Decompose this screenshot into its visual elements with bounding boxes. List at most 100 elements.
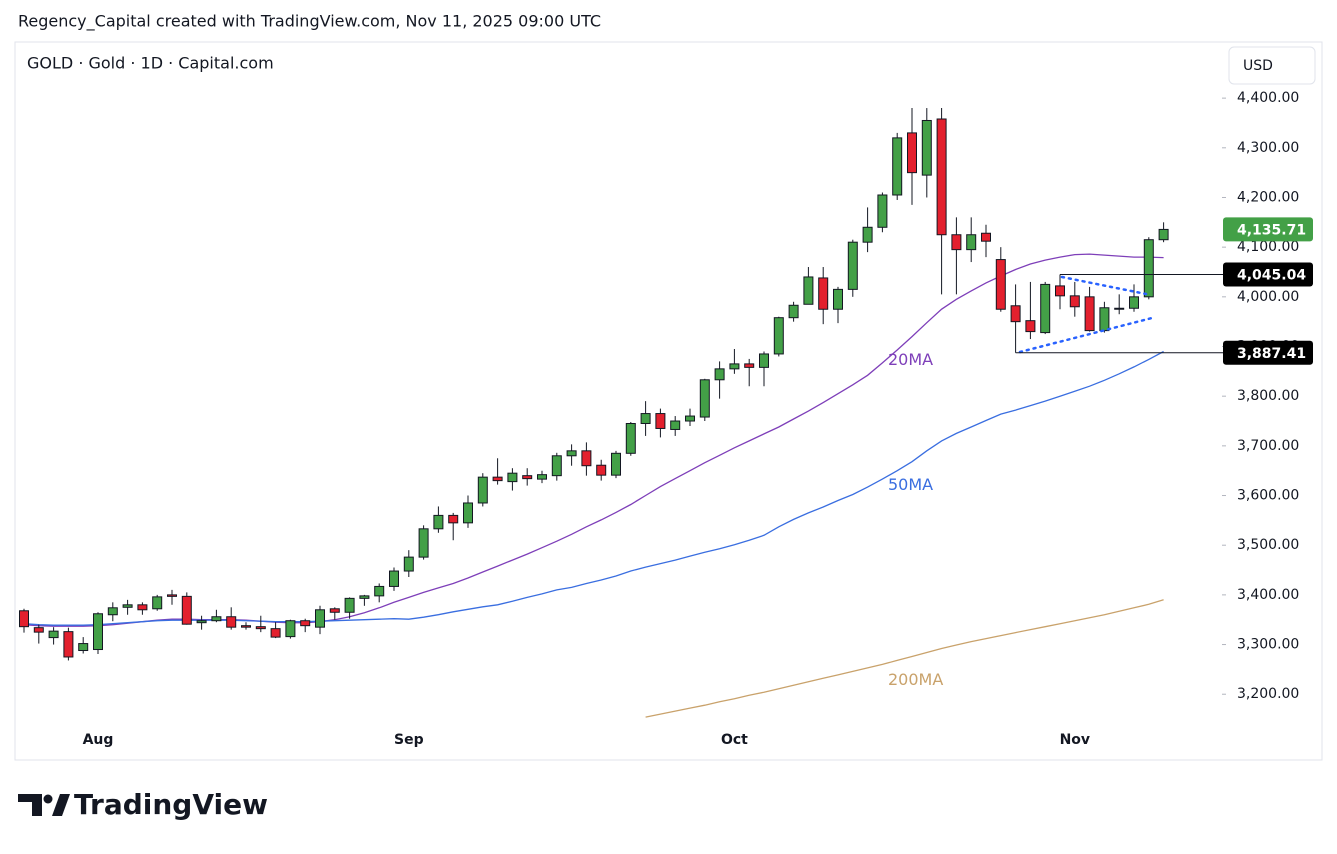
candle-body bbox=[699, 379, 710, 418]
candle-body bbox=[714, 368, 725, 381]
candle-body bbox=[78, 643, 89, 652]
y-tick-label: 4,400.00 bbox=[1237, 90, 1299, 106]
chart-frame bbox=[14, 41, 1323, 761]
x-tick-label: Sep bbox=[394, 732, 424, 748]
candle-body bbox=[907, 132, 917, 174]
candle-body bbox=[329, 608, 340, 613]
candle-body bbox=[1158, 228, 1169, 241]
candle-body bbox=[862, 226, 873, 243]
y-tick-label: 3,400.00 bbox=[1237, 587, 1299, 603]
candle-body bbox=[522, 475, 533, 480]
candle-body bbox=[477, 476, 488, 504]
candle-body bbox=[33, 627, 44, 633]
candle-body bbox=[625, 422, 636, 454]
x-tick-label: Nov bbox=[1060, 732, 1090, 748]
candle-body bbox=[759, 353, 769, 368]
candle-body bbox=[951, 234, 962, 251]
logo-mark bbox=[43, 794, 53, 804]
price-tag-label: 4,045.04 bbox=[1237, 267, 1306, 283]
price-tag bbox=[1223, 340, 1313, 365]
candle-body bbox=[211, 616, 222, 622]
candle-body bbox=[1010, 305, 1021, 323]
candle-body bbox=[566, 450, 577, 457]
y-tick-label: 4,000.00 bbox=[1237, 289, 1299, 305]
symbol-title: GOLD · Gold · 1D · Capital.com bbox=[27, 54, 274, 73]
candle-body bbox=[1040, 283, 1051, 334]
candle-body bbox=[581, 450, 592, 467]
x-tick-label: Aug bbox=[83, 732, 114, 748]
candle-body bbox=[359, 595, 370, 599]
candle-body bbox=[818, 277, 829, 310]
candle-body bbox=[389, 570, 399, 587]
candle-body bbox=[892, 137, 903, 196]
logo-text: TradingView bbox=[74, 788, 268, 821]
candle-body bbox=[803, 276, 814, 305]
candle-body bbox=[196, 620, 207, 624]
pattern-line bbox=[1060, 275, 1148, 296]
candle-body bbox=[107, 607, 118, 616]
candle-body bbox=[1025, 320, 1036, 333]
y-tick-label: 4,100.00 bbox=[1237, 239, 1299, 255]
candle-body bbox=[966, 234, 977, 251]
candle-body bbox=[270, 628, 281, 638]
candle-body bbox=[773, 317, 784, 355]
candle-body bbox=[63, 631, 74, 658]
logo-mark bbox=[52, 794, 70, 816]
candle-body bbox=[374, 585, 385, 597]
candle-body bbox=[1084, 296, 1095, 332]
y-tick-label: 3,700.00 bbox=[1237, 438, 1299, 454]
candle-body bbox=[537, 474, 547, 480]
candle-body bbox=[448, 514, 459, 524]
attribution: Regency_Capital created with TradingView… bbox=[18, 12, 601, 32]
x-tick-label: Oct bbox=[721, 732, 748, 748]
y-tick-label: 3,200.00 bbox=[1237, 686, 1299, 702]
candle-body bbox=[226, 616, 237, 628]
candle-body bbox=[167, 594, 177, 597]
candle-body bbox=[1143, 239, 1154, 298]
candle-body bbox=[285, 620, 296, 638]
candle-body bbox=[1114, 307, 1125, 310]
candle-body bbox=[877, 194, 888, 228]
candle-body bbox=[241, 625, 251, 628]
price-tag-label: 3,887.41 bbox=[1237, 346, 1306, 362]
currency-box[interactable] bbox=[1228, 46, 1316, 85]
candle-body bbox=[1099, 307, 1110, 332]
plot: 3,200.00 3,300.00 3,400.00 3,500.00 3,600.00… bbox=[19, 90, 1313, 748]
candle-body bbox=[403, 556, 414, 572]
candle-body bbox=[729, 363, 740, 370]
last-price-tag bbox=[1223, 217, 1313, 242]
candle-body bbox=[418, 528, 429, 558]
candle-body bbox=[685, 415, 695, 422]
candle-body bbox=[981, 232, 991, 242]
ma-label: 200MA bbox=[888, 670, 943, 689]
y-tick-label: 4,300.00 bbox=[1237, 140, 1299, 156]
candle-body bbox=[492, 476, 503, 482]
candle-body bbox=[152, 596, 163, 610]
y-tick-label: 3,600.00 bbox=[1237, 488, 1299, 504]
logo: TradingView bbox=[18, 788, 268, 821]
candle-body bbox=[463, 502, 473, 524]
candle-body bbox=[93, 613, 103, 651]
pattern-line bbox=[1018, 316, 1154, 354]
ma-label: 50MA bbox=[888, 475, 933, 494]
candle-body bbox=[300, 620, 311, 627]
candle-body bbox=[255, 626, 266, 630]
candle-body bbox=[19, 610, 29, 628]
candle-body bbox=[344, 597, 355, 613]
candle-body bbox=[611, 452, 621, 476]
candle-body bbox=[833, 288, 843, 310]
candle-body bbox=[596, 464, 607, 476]
y-tick-label: 3,800.00 bbox=[1237, 388, 1299, 404]
currency[interactable]: USD bbox=[1243, 58, 1273, 74]
candle-body bbox=[744, 363, 755, 368]
y-tick-label: 4,200.00 bbox=[1237, 189, 1299, 205]
candle-body bbox=[433, 514, 444, 530]
candle-body bbox=[936, 118, 947, 236]
candle-body bbox=[48, 630, 59, 639]
candle-body bbox=[551, 455, 562, 477]
ma-line bbox=[645, 599, 1164, 718]
candle-body bbox=[847, 241, 858, 290]
candle-body bbox=[507, 472, 518, 483]
